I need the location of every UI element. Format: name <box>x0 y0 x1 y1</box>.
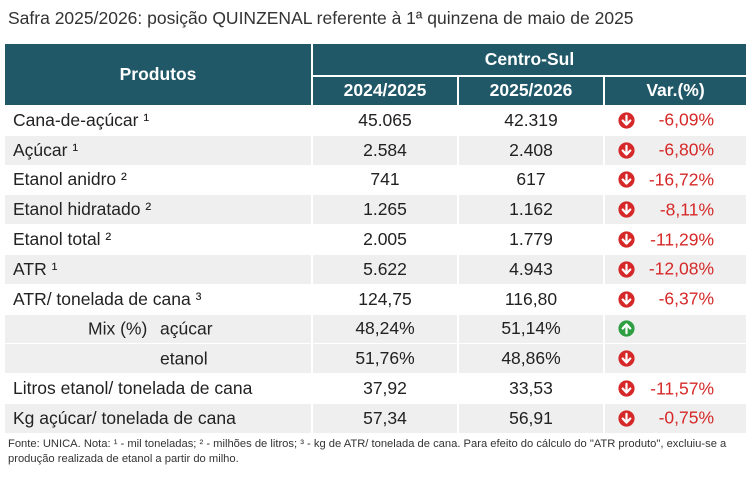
header-2025-2026: 2025/2026 <box>459 76 605 105</box>
down-arrow-circle-icon <box>618 112 635 129</box>
variation-value: -0,75% <box>658 407 715 428</box>
variation-cell <box>605 313 747 344</box>
value-2025: 56,91 <box>459 402 605 433</box>
value-2024: 2.584 <box>313 134 459 165</box>
value-2025: 1.779 <box>459 224 605 254</box>
variation-value: -6,37% <box>658 288 715 309</box>
variation-cell <box>605 343 747 374</box>
header-region: Centro-Sul <box>313 44 747 77</box>
value-2024: 2.005 <box>313 224 459 254</box>
row-label: Açúcar ¹ <box>5 134 313 165</box>
row-label: ATR ¹ <box>5 253 313 284</box>
table-row: Etanol total ² 2.005 1.779 -11,29% <box>5 224 747 254</box>
value-2024: 57,34 <box>313 402 459 433</box>
variation-cell: -6,80% <box>605 134 747 165</box>
header-variation: Var.(%) <box>605 76 747 105</box>
down-arrow-circle-icon <box>618 142 635 159</box>
value-2025: 2.408 <box>459 134 605 165</box>
header-products: Produtos <box>5 44 313 105</box>
variation-cell: -16,72% <box>605 164 747 195</box>
row-label: Etanol hidratado ² <box>5 194 313 225</box>
variation-value: -16,72% <box>648 169 715 190</box>
variation-cell: -0,75% <box>605 402 747 433</box>
value-2025: 33,53 <box>459 373 605 403</box>
variation-cell: -11,57% <box>605 373 747 403</box>
value-2024: 45.065 <box>313 105 459 135</box>
value-2025: 1.162 <box>459 194 605 225</box>
up-arrow-circle-icon <box>618 320 635 338</box>
down-arrow-circle-icon <box>618 231 635 248</box>
value-2025: 617 <box>459 164 605 195</box>
row-label: Etanol total ² <box>5 224 313 254</box>
value-2025: 48,86% <box>459 343 605 374</box>
row-label: Etanol anidro ² <box>5 164 313 195</box>
mix-sublabel-sugar: açúcar <box>160 318 213 339</box>
row-label: Litros etanol/ tonelada de cana <box>5 373 313 403</box>
row-label: ATR/ tonelada de cana ³ <box>5 283 313 314</box>
value-2024: 5.622 <box>313 253 459 284</box>
value-2025: 116,80 <box>459 283 605 314</box>
value-2024: 48,24% <box>313 313 459 344</box>
value-2024: 51,76% <box>313 343 459 374</box>
variation-value: -8,11% <box>659 199 715 220</box>
variation-value: -12,08% <box>648 258 715 279</box>
value-2024: 741 <box>313 164 459 195</box>
value-2025: 4.943 <box>459 253 605 284</box>
down-arrow-circle-icon <box>618 380 635 397</box>
value-2025: 51,14% <box>459 313 605 344</box>
row-label: Cana-de-açúcar ¹ <box>5 105 313 135</box>
mix-label: Mix (%) <box>88 318 148 339</box>
table-row: ATR/ tonelada de cana ³ 124,75 116,80 -6… <box>5 283 747 314</box>
table-row: Kg açúcar/ tonelada de cana 57,34 56,91 … <box>5 402 747 433</box>
value-2025: 42.319 <box>459 105 605 135</box>
mix-row-sugar: Mix (%) açúcar 48,24% 51,14% <box>5 313 747 344</box>
row-label: Kg açúcar/ tonelada de cana <box>5 402 313 433</box>
variation-value: -6,80% <box>658 139 715 160</box>
mix-row-ethanol: etanol 51,76% 48,86% <box>5 343 747 374</box>
mix-sublabel-ethanol: etanol <box>160 348 208 369</box>
variation-value: -11,29% <box>650 229 715 250</box>
variation-cell: -11,29% <box>605 224 747 254</box>
value-2024: 37,92 <box>313 373 459 403</box>
page-title: Safra 2025/2026: posição QUINZENAL refer… <box>8 8 634 28</box>
down-arrow-circle-icon <box>618 410 635 427</box>
footnote: Fonte: UNICA. Nota: ¹ - mil toneladas; ²… <box>8 438 727 465</box>
variation-value: -6,09% <box>658 109 715 130</box>
table-row: Litros etanol/ tonelada de cana 37,92 33… <box>5 373 747 403</box>
variation-cell: -12,08% <box>605 253 747 284</box>
variation-value: -11,57% <box>650 378 715 399</box>
table-row: ATR ¹ 5.622 4.943 -12,08% <box>5 253 747 284</box>
down-arrow-circle-icon <box>618 201 635 218</box>
header-2024-2025: 2024/2025 <box>313 76 459 105</box>
value-2024: 124,75 <box>313 283 459 314</box>
variation-cell: -6,37% <box>605 283 747 314</box>
table-row: Etanol anidro ² 741 617 -16,72% <box>5 164 747 195</box>
value-2024: 1.265 <box>313 194 459 225</box>
mix-label-cell: etanol <box>5 343 313 374</box>
variation-cell: -6,09% <box>605 105 747 135</box>
mix-label-cell: Mix (%) açúcar <box>5 313 313 344</box>
table-row: Cana-de-açúcar ¹ 45.065 42.319 -6,09% <box>5 105 747 135</box>
table-row: Etanol hidratado ² 1.265 1.162 -8,11% <box>5 194 747 225</box>
variation-cell: -8,11% <box>605 194 747 225</box>
production-table: Produtos Centro-Sul 2024/2025 2025/2026 … <box>5 44 747 433</box>
down-arrow-circle-icon <box>618 291 635 308</box>
table-row: Açúcar ¹ 2.584 2.408 -6,80% <box>5 134 747 165</box>
down-arrow-circle-icon <box>618 171 635 189</box>
down-arrow-circle-icon <box>618 261 635 278</box>
down-arrow-circle-icon <box>618 350 635 367</box>
